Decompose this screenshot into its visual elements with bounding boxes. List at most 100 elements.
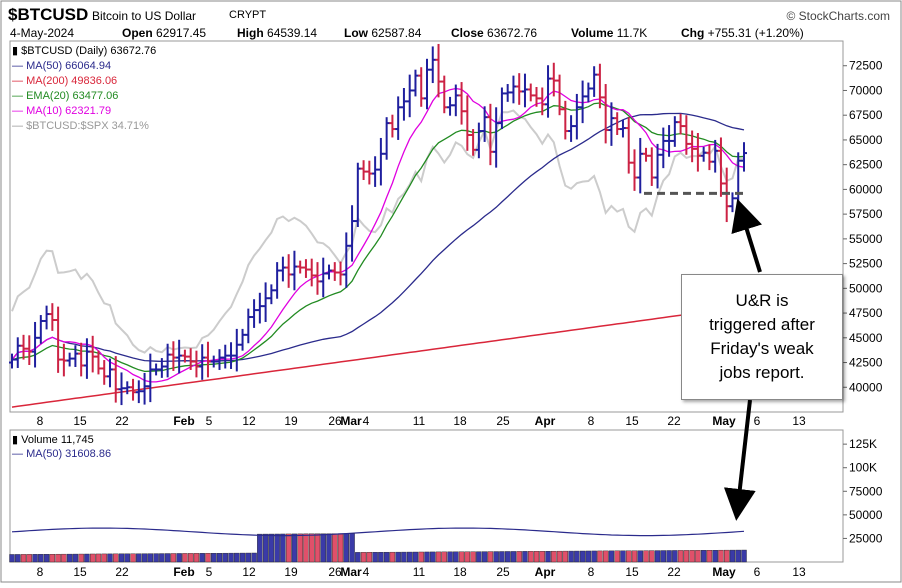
volume-bar: [159, 553, 165, 563]
volume-bar: [683, 550, 690, 563]
volume-bar: [72, 553, 79, 563]
volume-bar: [38, 554, 44, 563]
volume-bar: [222, 552, 228, 563]
volume-bar: [141, 553, 148, 563]
volume-bar: [355, 552, 361, 563]
volume-bar: [481, 551, 488, 563]
volume-bar: [407, 551, 413, 563]
volume-bar: [712, 550, 718, 563]
legend-ema20: — EMA(20) 63477.06: [12, 90, 119, 102]
volume-bar: [695, 550, 701, 563]
volume-bar: [631, 550, 638, 563]
volume-bar: [136, 553, 142, 563]
x-tick-label: 26: [328, 414, 342, 428]
volume-x-tick-label: 25: [496, 565, 510, 579]
open-stat: Open 62917.45: [122, 26, 207, 40]
volume-bar: [211, 553, 217, 563]
volume-bar: [470, 551, 476, 563]
volume-bar: [614, 550, 620, 563]
volume-bar: [412, 551, 419, 563]
volume-bar: [239, 552, 246, 563]
volume-bar: [401, 551, 407, 563]
volume-y-tick-label: 125K: [849, 437, 877, 451]
volume-bar: [626, 550, 632, 563]
high-stat: High 64539.14: [237, 26, 318, 40]
volume-bar: [193, 553, 200, 563]
volume-bar: [458, 551, 465, 563]
x-tick-label: 18: [453, 414, 467, 428]
volume-bar: [533, 551, 540, 563]
volume-bar: [637, 550, 643, 563]
volume-panel: [9, 429, 844, 563]
y-tick-label: 45000: [849, 331, 883, 345]
volume-bar: [130, 553, 136, 563]
volume-x-tick-label: 4: [363, 565, 370, 579]
volume-bar: [574, 550, 580, 563]
x-tick-label: 15: [73, 414, 87, 428]
volume-x-tick-label: 15: [73, 565, 87, 579]
x-tick-label: 22: [667, 414, 681, 428]
volume-bar: [113, 553, 119, 563]
volume-y-tick-label: 100K: [849, 461, 877, 475]
volume-x-tick-label: 11: [413, 565, 426, 579]
volume-bar: [153, 553, 159, 563]
y-tick-label: 47500: [849, 306, 883, 320]
y-tick-label: 62500: [849, 158, 883, 172]
volume-x-tick-label: 12: [242, 565, 256, 579]
volume-bar: [147, 553, 154, 563]
annotation-arrow-volume: [723, 399, 756, 521]
volume-bar: [291, 533, 298, 563]
volume-bar: [539, 551, 545, 563]
volume-x-tick-label: Apr: [535, 565, 556, 579]
volume-bar: [378, 552, 384, 563]
x-tick-label: May: [712, 414, 736, 428]
volume-bar: [337, 533, 344, 563]
volume-bar: [182, 553, 188, 563]
volume-bar: [187, 553, 194, 563]
volume-bar: [551, 550, 557, 563]
volume-bar: [89, 553, 96, 563]
volume-bar: [326, 533, 332, 563]
volume-bar: [724, 549, 730, 563]
legend-ratio: — $BTCUSD:$SPX 34.71%: [12, 120, 149, 132]
volume-bar: [389, 551, 396, 563]
volume-bar: [602, 550, 609, 563]
volume-x-tick-label: 13: [792, 565, 806, 579]
volume-bar: [528, 551, 534, 563]
volume-bar: [568, 550, 574, 563]
volume-bar: [493, 551, 499, 563]
volume-bar: [314, 533, 321, 563]
volume-bar: [643, 550, 649, 563]
volume-bar: [654, 550, 661, 563]
volume-bar: [585, 550, 592, 563]
volume-bar: [164, 553, 171, 563]
volume-bar: [556, 550, 563, 563]
volume-bar: [522, 551, 528, 563]
volume-bar: [216, 553, 223, 563]
volume-bar: [15, 554, 21, 563]
volume-bar: [372, 552, 378, 563]
volume-bar: [78, 553, 84, 563]
volume-bar: [608, 550, 615, 563]
volume-bar: [124, 553, 130, 563]
volume-bar: [430, 551, 436, 563]
legend-price: ▮ $BTCUSD (Daily) 63672.76: [12, 45, 157, 57]
chart-instrument-name: Bitcoin to US Dollar: [92, 9, 197, 23]
volume-bar: [32, 554, 38, 563]
volume-x-tick-label: Feb: [173, 565, 194, 579]
volume-bar: [597, 550, 603, 563]
volume-bar: [435, 551, 442, 563]
volume-bar: [320, 533, 326, 563]
low-stat: Low 62587.84: [344, 26, 422, 40]
volume-bar: [176, 553, 182, 563]
volume-bar: [26, 554, 32, 563]
volume-bar: [504, 551, 511, 563]
volume-bar: [49, 554, 56, 563]
volume-bar: [95, 553, 102, 563]
volume-bar: [20, 554, 27, 563]
volume-bar: [9, 554, 15, 563]
volume-y-tick-label: 75000: [849, 484, 883, 498]
brand-watermark: © StockCharts.com: [786, 9, 890, 23]
volume-x-tick-label: 19: [284, 565, 298, 579]
